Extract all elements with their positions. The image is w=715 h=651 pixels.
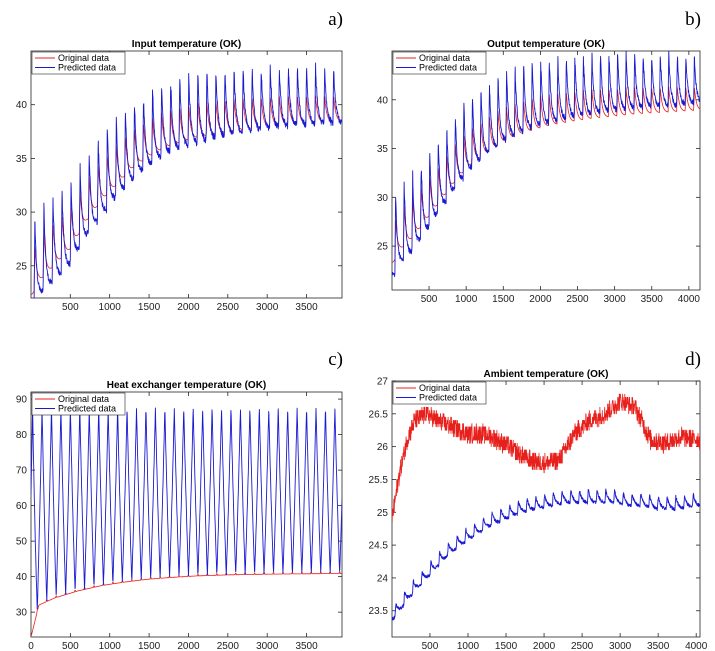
x-tick-label: 3500 bbox=[295, 302, 318, 313]
x-tick-label: 500 bbox=[62, 302, 79, 313]
x-tick-label: 1500 bbox=[492, 294, 515, 305]
y-tick-label: 26.5 bbox=[369, 409, 389, 420]
y-tick-label: 24 bbox=[377, 573, 389, 584]
plot-area bbox=[30, 50, 343, 299]
x-tick-label: 4000 bbox=[685, 641, 708, 651]
x-tick-label: 2500 bbox=[566, 294, 589, 305]
y-tick-label: 30 bbox=[16, 208, 28, 219]
y-tick-label: 40 bbox=[377, 95, 389, 106]
y-tick-label: 35 bbox=[16, 154, 28, 165]
legend-label: Original data bbox=[58, 53, 109, 63]
legend-box bbox=[392, 381, 487, 405]
series-line-predicted bbox=[33, 62, 342, 298]
legend-label: Predicted data bbox=[58, 404, 116, 414]
legend-label: Predicted data bbox=[58, 63, 116, 73]
chart-panel-2: b) Output temperature (OK) 500 1000 1500 2000… bbox=[377, 9, 701, 305]
x-tick-label: 2500 bbox=[217, 302, 240, 313]
x-tick-label: 2000 bbox=[529, 294, 552, 305]
x-tick-label: 3500 bbox=[647, 641, 670, 651]
panel-letter: b) bbox=[685, 9, 701, 30]
y-tick-label: 25.5 bbox=[369, 475, 389, 486]
chart-title: Ambient temperature (OK) bbox=[483, 369, 608, 380]
y-tick-label: 30 bbox=[377, 193, 389, 204]
y-tick-label: 26 bbox=[377, 442, 389, 453]
panel-letter: c) bbox=[328, 349, 343, 370]
y-tick-label: 27 bbox=[377, 377, 389, 388]
chart-title: Heat exchanger temperature (OK) bbox=[107, 380, 267, 391]
legend-box bbox=[31, 392, 126, 416]
y-tick-label: 30 bbox=[16, 608, 28, 619]
x-tick-label: 500 bbox=[421, 294, 438, 305]
series-line-original bbox=[392, 86, 700, 263]
x-tick-label: 1000 bbox=[99, 302, 122, 313]
legend-box bbox=[31, 51, 126, 75]
y-tick-label: 50 bbox=[16, 537, 28, 548]
legend-box bbox=[392, 51, 487, 75]
series-group bbox=[31, 62, 342, 298]
x-tick-label: 2000 bbox=[533, 641, 556, 651]
y-tick-label: 25 bbox=[377, 508, 389, 519]
chart-panel-1: a) Input temperature (OK) 500 1000 1500 2000 2… bbox=[16, 9, 343, 313]
x-tick-label: 3500 bbox=[641, 294, 664, 305]
series-group bbox=[392, 51, 700, 278]
plot-area bbox=[391, 50, 701, 291]
x-tick-label: 4000 bbox=[678, 294, 701, 305]
chart-panel-3: c) Heat exchanger temperature (OK) 0 500 100… bbox=[16, 349, 343, 651]
series-line-original bbox=[31, 571, 342, 637]
x-tick-label: 2500 bbox=[571, 641, 594, 651]
series-line-original bbox=[392, 393, 700, 523]
legend-label: Original data bbox=[419, 53, 470, 63]
x-tick-label: 3000 bbox=[256, 641, 279, 651]
series-line-predicted bbox=[392, 488, 700, 621]
panel-letter: a) bbox=[328, 9, 343, 30]
legend-label: Predicted data bbox=[419, 63, 477, 73]
x-tick-label: 500 bbox=[422, 641, 439, 651]
x-tick-label: 2000 bbox=[177, 641, 200, 651]
panel-letter: d) bbox=[685, 349, 701, 370]
chart-title: Output temperature (OK) bbox=[487, 39, 605, 50]
x-tick-label: 2000 bbox=[177, 302, 200, 313]
x-tick-label: 3500 bbox=[295, 641, 318, 651]
y-tick-label: 40 bbox=[16, 100, 28, 111]
series-group bbox=[392, 393, 700, 621]
y-tick-label: 35 bbox=[377, 144, 389, 155]
chart-title: Input temperature (OK) bbox=[132, 39, 241, 50]
x-tick-label: 1500 bbox=[138, 641, 161, 651]
series-line-predicted bbox=[392, 51, 700, 278]
series-group bbox=[31, 407, 342, 637]
y-tick-label: 80 bbox=[16, 430, 28, 441]
series-line-predicted bbox=[31, 407, 342, 610]
x-tick-label: 3000 bbox=[604, 294, 627, 305]
plot-area bbox=[391, 380, 701, 638]
chart-panel-4: d) Ambient temperature (OK) 500 1000 1500 200… bbox=[369, 349, 708, 651]
y-tick-label: 24.5 bbox=[369, 541, 389, 552]
x-tick-label: 0 bbox=[28, 641, 34, 651]
y-tick-label: 23.5 bbox=[369, 606, 389, 617]
x-tick-label: 3000 bbox=[609, 641, 632, 651]
x-tick-label: 500 bbox=[62, 641, 79, 651]
series-line-original bbox=[31, 95, 342, 296]
y-tick-label: 25 bbox=[377, 242, 389, 253]
legend-label: Original data bbox=[419, 383, 470, 393]
x-tick-label: 3000 bbox=[256, 302, 279, 313]
x-tick-label: 2500 bbox=[217, 641, 240, 651]
legend-label: Original data bbox=[58, 394, 109, 404]
y-tick-label: 40 bbox=[16, 572, 28, 583]
y-tick-label: 70 bbox=[16, 466, 28, 477]
y-tick-label: 90 bbox=[16, 395, 28, 406]
x-tick-label: 1000 bbox=[457, 641, 480, 651]
x-tick-label: 1500 bbox=[138, 302, 161, 313]
x-tick-label: 1000 bbox=[99, 641, 122, 651]
x-tick-label: 1000 bbox=[455, 294, 478, 305]
y-tick-label: 25 bbox=[16, 261, 28, 272]
x-tick-label: 1500 bbox=[495, 641, 518, 651]
legend-label: Predicted data bbox=[419, 393, 477, 403]
y-tick-label: 60 bbox=[16, 501, 28, 512]
